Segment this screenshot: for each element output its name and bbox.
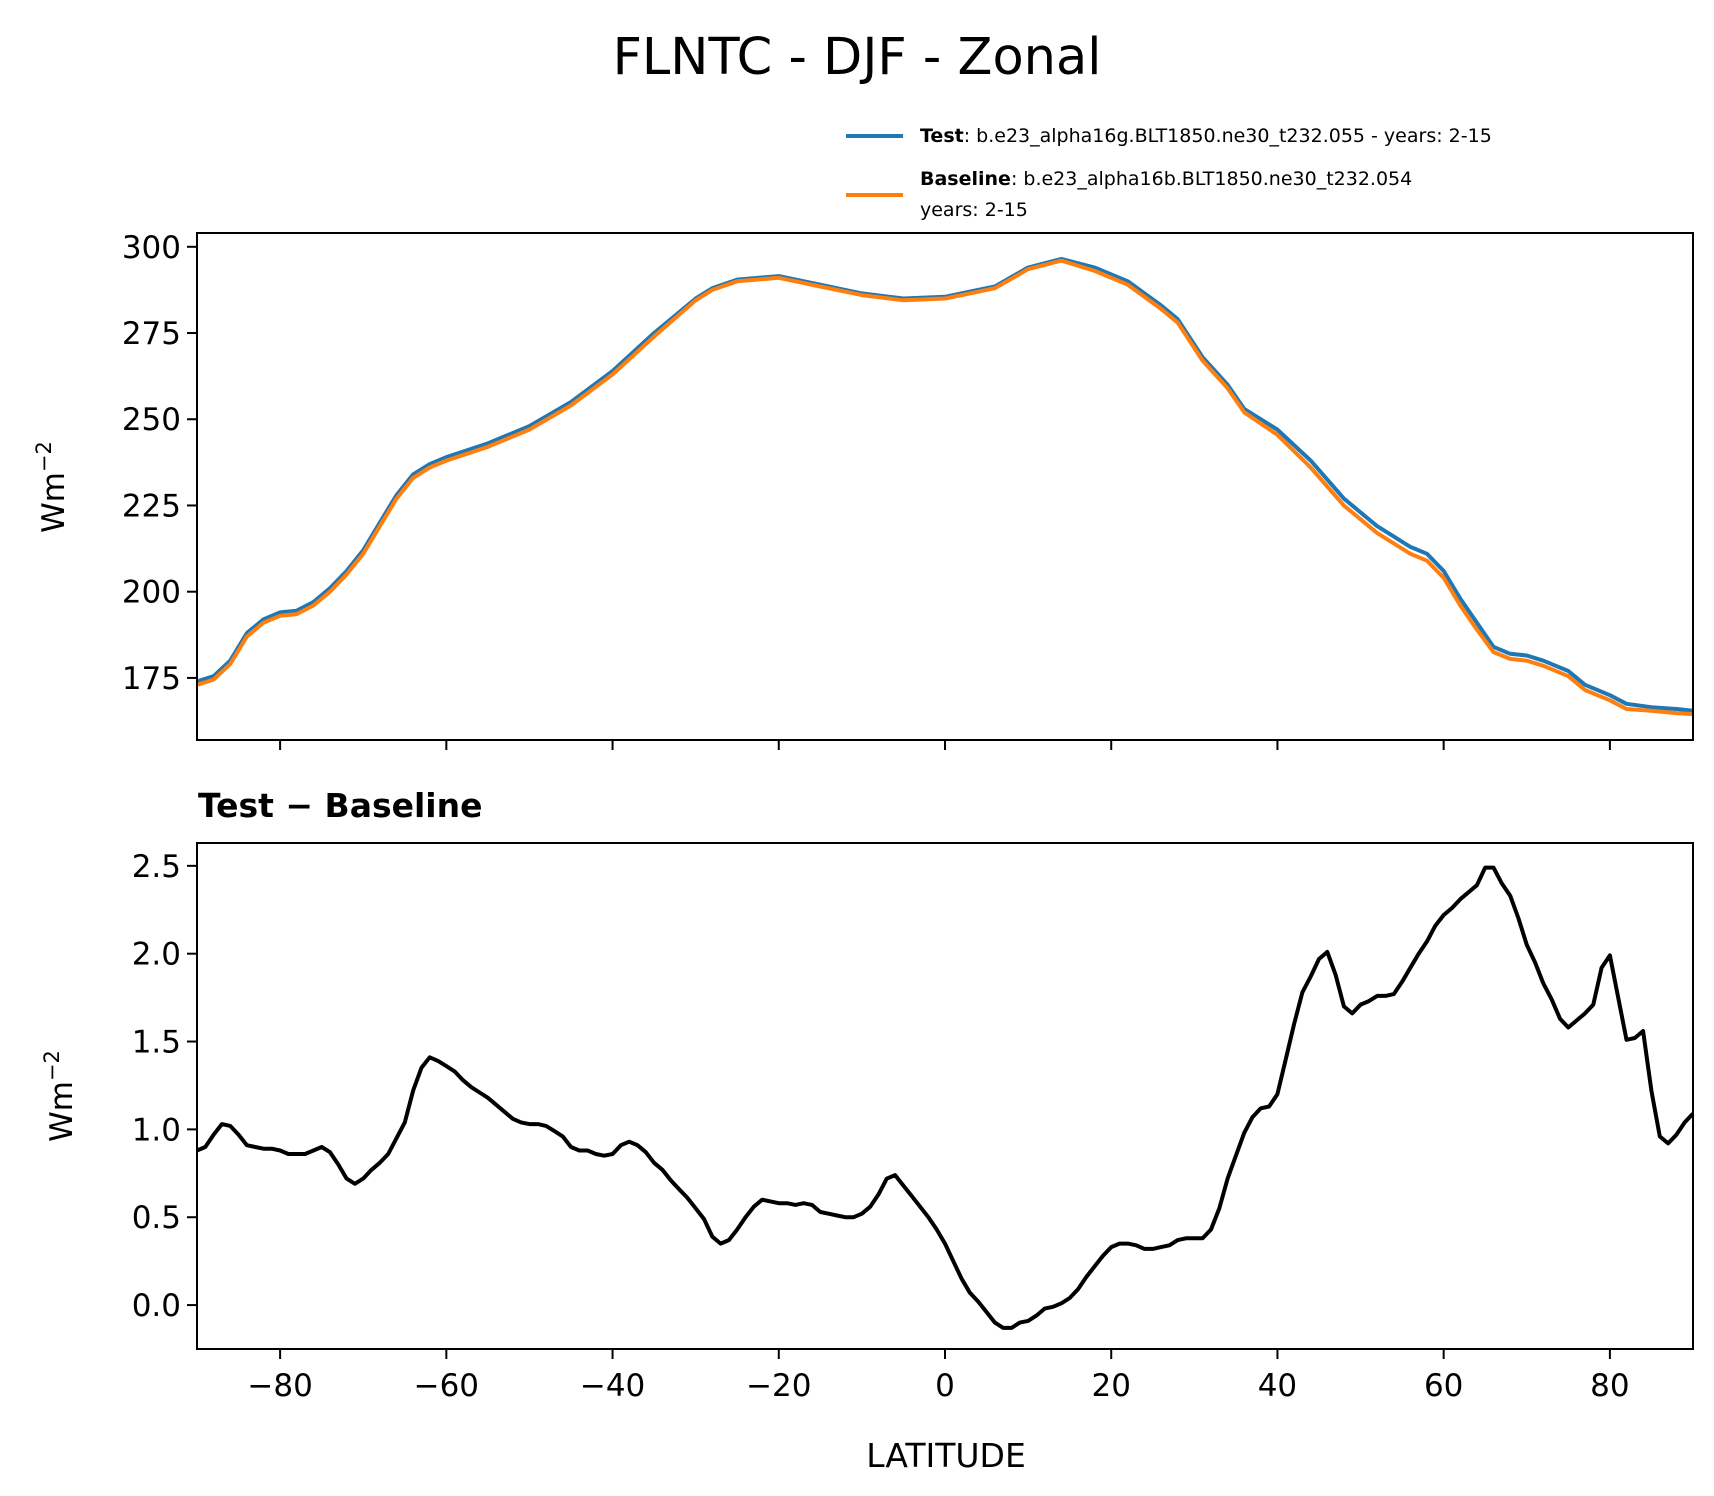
top-ytick-label: 275 [122,316,181,352]
diff-title: Test − Baseline [198,786,483,825]
legend-baseline-years: years: 2-15 [920,199,1028,221]
legend: Test: b.e23_alpha16g.BLT1850.ne30_t232.0… [846,125,1492,221]
bottom-ytick-label: 2.0 [132,937,181,973]
xtick-label: −60 [414,1368,479,1404]
xtick-label: −80 [247,1368,312,1404]
xtick-label: 0 [935,1368,955,1404]
bottom-ylabel: Wm−2 [40,1050,80,1142]
bottom-ytick-label: 0.0 [132,1288,181,1324]
legend-test-text: : b.e23_alpha16g.BLT1850.ne30_t232.055 -… [964,125,1492,147]
test-line [196,256,1694,713]
figure-title: FLNTC - DJF - Zonal [613,28,1102,87]
bottom-ytick-label: 2.5 [132,849,181,885]
legend-test-label: Test [920,125,964,147]
top-ytick-label: 200 [122,575,181,611]
baseline-line [196,258,1694,717]
top-ytick-label: 175 [122,661,181,697]
xtick-label: 20 [1091,1368,1130,1404]
xtick-label: 80 [1590,1368,1629,1404]
svg-text:Test: b.e23_alpha16g.BLT1850.n: Test: b.e23_alpha16g.BLT1850.ne30_t232.0… [920,125,1492,147]
x-axis-label: LATITUDE [866,1436,1026,1475]
top-plot-frame [196,232,1694,741]
bottom-ytick-label: 0.5 [132,1200,181,1236]
bottom-panel: 0.0 0.5 1.0 1.5 2.0 2.5 −80 −60 −40 −20 0 20 40 60 80 [132,842,1695,1404]
xtick-label: 60 [1424,1368,1463,1404]
top-panel: 175 200 225 250 275 300 [122,230,1694,750]
top-ytick-label: 300 [122,230,181,266]
xtick-label: 40 [1258,1368,1297,1404]
bottom-ytick-label: 1.0 [132,1112,181,1148]
top-ytick-label: 250 [122,402,181,438]
bottom-ytick-label: 1.5 [132,1025,181,1061]
legend-baseline-text: : b.e23_alpha16b.BLT1850.ne30_t232.054 [1011,168,1412,190]
bottom-plot-frame [196,842,1694,1350]
legend-baseline-label: Baseline [920,168,1011,190]
xtick-label: −40 [580,1368,645,1404]
top-ylabel: Wm−2 [32,441,72,533]
diff-line [196,865,1695,1330]
xtick-label: −20 [746,1368,811,1404]
svg-text:Baseline: b.e23_alpha16b.BLT18: Baseline: b.e23_alpha16b.BLT1850.ne30_t2… [920,168,1412,190]
top-ytick-label: 225 [122,488,181,524]
